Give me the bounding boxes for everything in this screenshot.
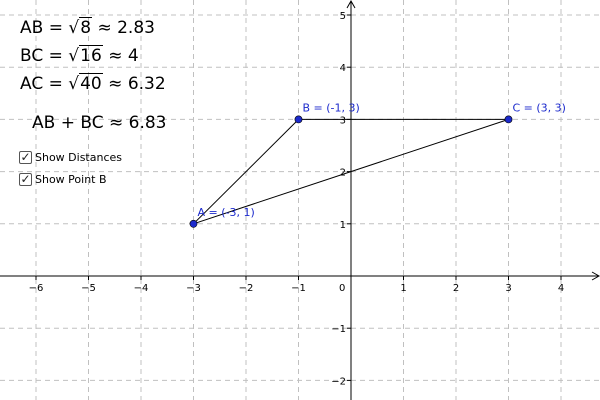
x-tick-label: −5 (81, 283, 96, 294)
points[interactable] (189, 115, 513, 228)
formula-sum-expr: AB + BC (32, 113, 104, 133)
y-tick-label: 1 (340, 220, 346, 231)
sqrt-bc: √16 (68, 45, 103, 66)
point-b[interactable] (294, 115, 303, 124)
point-b-label: B = (-1, 3) (303, 101, 360, 114)
point-labels: A = (-3, 1) B = (-1, 3) C = (3, 3) (198, 101, 566, 218)
x-tick-label: 2 (453, 283, 459, 294)
formula-ab-radicand: 8 (79, 17, 93, 38)
formula-sum-approx: 6.83 (128, 113, 167, 133)
radical-icon: √ (68, 18, 80, 38)
y-tick-label: 5 (340, 11, 346, 22)
formula-bc: BC = √16 ≈ 4 (20, 45, 139, 66)
checkmark-icon: ✓ (20, 172, 31, 186)
formula-bc-name: BC (20, 46, 44, 66)
sqrt-ab: √8 (68, 17, 93, 38)
tick-labels: −6 −5 −4 −3 −2 −1 1 2 3 4 −2 −1 1 2 3 4 5 0 (29, 11, 565, 387)
formula-ab-approx: 2.83 (117, 18, 155, 38)
show-point-b-checkbox[interactable]: ✓ (19, 172, 32, 186)
segment-ab[interactable] (193, 119, 299, 225)
x-tick-label: −4 (134, 283, 149, 294)
y-tick-label: −2 (331, 376, 346, 387)
formula-ab-name: AB (20, 18, 44, 38)
show-distances-checkbox-row[interactable]: ✓ Show Distances (19, 149, 122, 165)
formula-ac: AC = √40 ≈ 6.32 (20, 73, 166, 94)
point-a[interactable] (189, 219, 198, 228)
x-tick-label: 4 (558, 283, 564, 294)
y-axis-arrow-icon (346, 0, 356, 9)
x-tick-label: −6 (29, 283, 44, 294)
segment-ac[interactable] (193, 118, 509, 225)
y-tick-label: −1 (331, 324, 346, 335)
approx-sign: ≈ (108, 74, 128, 94)
equals-sign: = (48, 46, 69, 66)
approx-sign: ≈ (97, 18, 118, 38)
radical-icon: √ (68, 46, 80, 66)
y-tick-label: 3 (340, 115, 346, 126)
show-distances-checkbox[interactable]: ✓ (19, 150, 32, 164)
formula-bc-radicand: 16 (79, 45, 103, 66)
point-c-label: C = (3, 3) (513, 101, 566, 114)
formula-ac-approx: 6.32 (127, 74, 166, 94)
x-tick-label: 1 (400, 283, 406, 294)
formula-bc-approx: 4 (127, 46, 139, 66)
y-tick-label: 2 (340, 168, 346, 179)
equals-sign: = (48, 18, 69, 38)
checkmark-icon: ✓ (20, 150, 31, 164)
approx-sign: ≈ (108, 113, 129, 133)
formula-ab: AB = √8 ≈ 2.83 (20, 17, 155, 38)
radical-icon: √ (68, 74, 80, 94)
sqrt-ac: √40 (68, 73, 103, 94)
x-tick-label: −2 (239, 283, 254, 294)
show-point-b-label[interactable]: Show Point B (35, 172, 107, 186)
x-tick-label: −3 (186, 283, 201, 294)
x-axis-arrow-icon (591, 271, 600, 281)
point-c[interactable] (504, 115, 513, 124)
x-tick-label: 3 (505, 283, 511, 294)
formula-ac-name: AC (20, 74, 44, 94)
show-distances-label[interactable]: Show Distances (35, 150, 123, 164)
origin-label: 0 (339, 283, 345, 294)
x-tick-label: −1 (291, 283, 306, 294)
equals-sign: = (48, 74, 69, 94)
formula-ac-radicand: 40 (79, 73, 103, 94)
segments[interactable] (193, 118, 509, 225)
formula-sum: AB + BC ≈ 6.83 (32, 115, 167, 132)
y-tick-label: 4 (340, 63, 346, 74)
point-a-label: A = (-3, 1) (198, 206, 255, 219)
approx-sign: ≈ (108, 46, 128, 66)
show-point-b-checkbox-row[interactable]: ✓ Show Point B (19, 171, 107, 187)
